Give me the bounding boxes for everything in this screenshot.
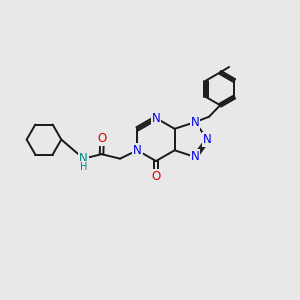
Text: N: N [152, 112, 160, 124]
Text: O: O [151, 170, 160, 183]
Text: N: N [191, 116, 200, 129]
Text: N: N [133, 144, 142, 157]
Text: N: N [191, 150, 200, 164]
Text: N: N [79, 152, 88, 165]
Text: N: N [203, 133, 212, 146]
Text: O: O [98, 132, 107, 145]
Text: H: H [80, 162, 87, 172]
